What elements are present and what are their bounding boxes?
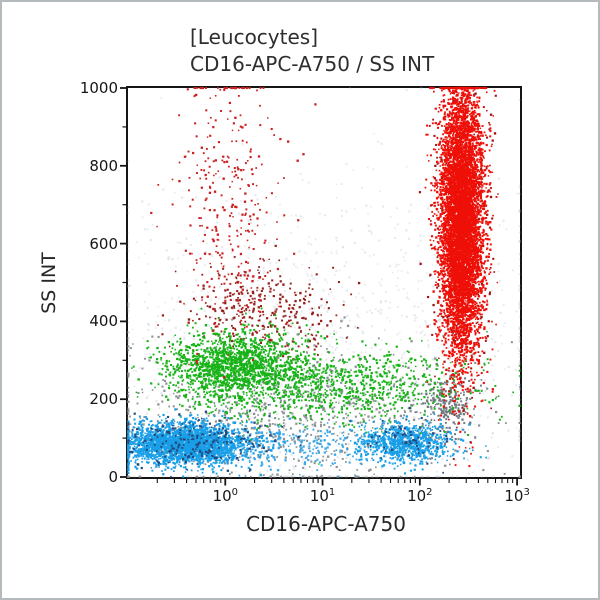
y-tick-label: 200	[89, 390, 118, 409]
y-tick-label: 400	[89, 312, 118, 331]
x-tick-label: 103	[504, 487, 530, 505]
x-tick-label: 102	[407, 487, 433, 505]
y-tick-label: 0	[108, 468, 118, 486]
y-axis-title: SS INT	[38, 252, 60, 314]
y-tick-label: 1000	[79, 79, 118, 97]
y-tick-label: 600	[89, 234, 118, 253]
plot-parameters-title: CD16-APC-A750 / SS INT	[190, 52, 435, 76]
x-tick-label: 100	[212, 487, 238, 505]
x-axis-title: CD16-APC-A750	[246, 512, 406, 536]
plot-gate-title: [Leucocytes]	[190, 25, 319, 49]
y-tick-label: 800	[89, 156, 118, 175]
x-tick-label: 101	[309, 487, 336, 505]
